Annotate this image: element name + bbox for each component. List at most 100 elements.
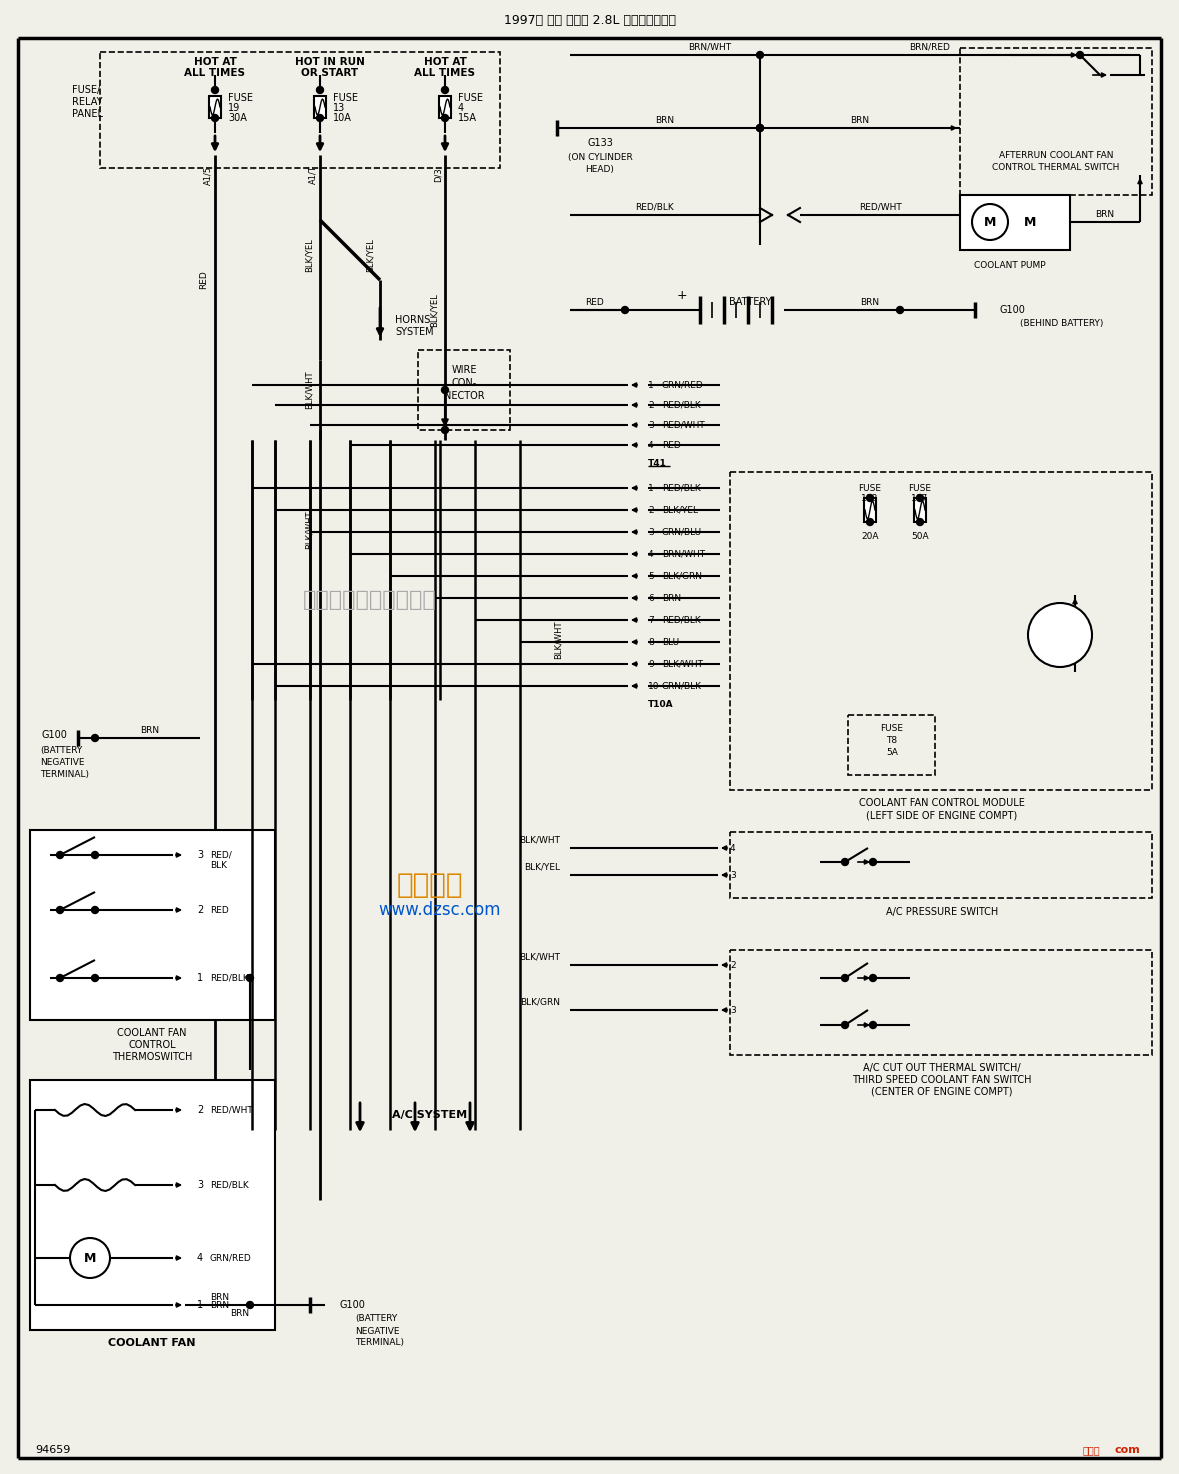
Text: AFTERRUN COOLANT FAN: AFTERRUN COOLANT FAN: [999, 150, 1113, 159]
Circle shape: [867, 494, 874, 501]
Text: A/C SYSTEM: A/C SYSTEM: [393, 1110, 468, 1120]
Bar: [848, 715, 935, 775]
Text: NECTOR: NECTOR: [443, 391, 485, 401]
Circle shape: [92, 852, 99, 858]
Text: FUSE: FUSE: [332, 93, 358, 103]
Text: (CENTER OF ENGINE COMPT): (CENTER OF ENGINE COMPT): [871, 1086, 1013, 1097]
Text: BRN: BRN: [861, 298, 880, 307]
Text: BLK/WHT: BLK/WHT: [553, 621, 562, 659]
Text: 1: 1: [197, 1300, 203, 1310]
Text: 2: 2: [730, 961, 736, 970]
Circle shape: [842, 858, 849, 865]
Text: COOLANT FAN CONTROL MODULE: COOLANT FAN CONTROL MODULE: [859, 797, 1025, 808]
Text: 维库一卡: 维库一卡: [397, 871, 463, 899]
Text: HORNS: HORNS: [395, 315, 430, 324]
Text: 3: 3: [648, 528, 653, 537]
Circle shape: [57, 974, 64, 982]
Text: COOLANT FAN: COOLANT FAN: [117, 1027, 186, 1038]
Text: RED/WHT: RED/WHT: [661, 420, 705, 429]
Text: 108: 108: [862, 494, 878, 503]
Text: 5: 5: [648, 572, 653, 581]
Text: D/3: D/3: [434, 168, 442, 183]
Text: 10: 10: [648, 681, 659, 690]
Text: 107: 107: [911, 494, 929, 503]
Text: G133: G133: [587, 139, 613, 147]
Text: 1: 1: [648, 380, 653, 389]
Text: 4: 4: [730, 843, 736, 852]
Text: 15A: 15A: [457, 113, 477, 122]
Text: 30A: 30A: [228, 113, 246, 122]
Text: RED/BLK: RED/BLK: [210, 1181, 249, 1190]
Text: 3: 3: [730, 871, 736, 880]
Text: FUSE: FUSE: [909, 483, 931, 492]
Circle shape: [441, 386, 448, 394]
Text: RED: RED: [210, 905, 229, 914]
Text: 杭州将睿科技有限公司: 杭州将睿科技有限公司: [303, 590, 437, 610]
Text: 5A: 5A: [887, 747, 898, 756]
Bar: [209, 96, 220, 118]
Circle shape: [842, 974, 849, 982]
Circle shape: [896, 307, 903, 314]
Text: T41: T41: [648, 458, 667, 467]
Text: ALL TIMES: ALL TIMES: [184, 68, 245, 78]
Circle shape: [867, 519, 874, 526]
Circle shape: [246, 974, 253, 982]
Text: BLK/YEL: BLK/YEL: [523, 862, 560, 871]
Circle shape: [441, 426, 448, 433]
Text: RED/WHT: RED/WHT: [858, 202, 902, 211]
Text: www.dzsc.com: www.dzsc.com: [378, 901, 501, 918]
Circle shape: [211, 115, 218, 121]
Circle shape: [757, 124, 764, 131]
Text: BLK/YEL: BLK/YEL: [304, 239, 314, 271]
Circle shape: [92, 907, 99, 914]
Text: BRN/WHT: BRN/WHT: [689, 43, 731, 52]
Circle shape: [441, 115, 448, 121]
Circle shape: [316, 87, 323, 93]
Text: BRN/RED: BRN/RED: [909, 43, 950, 52]
Text: BLK: BLK: [210, 861, 228, 870]
Text: 1997年 大众 帕萨特 2.8L 冷却风扇电路图: 1997年 大众 帕萨特 2.8L 冷却风扇电路图: [503, 13, 676, 27]
Text: GRN/BLK: GRN/BLK: [661, 681, 702, 690]
Text: BLK/WHT: BLK/WHT: [519, 836, 560, 845]
Text: M: M: [983, 215, 996, 228]
Bar: [29, 1080, 275, 1330]
Text: BRN: BRN: [661, 594, 681, 603]
Text: OR START: OR START: [302, 68, 358, 78]
Text: BRN: BRN: [210, 1293, 230, 1302]
Bar: [439, 96, 452, 118]
Bar: [100, 52, 500, 168]
Bar: [314, 96, 327, 118]
Text: RED/: RED/: [210, 850, 232, 859]
Text: BRN: BRN: [230, 1309, 250, 1318]
Circle shape: [971, 203, 1008, 240]
Circle shape: [92, 734, 99, 741]
Text: 2: 2: [648, 401, 653, 410]
Text: FUSE: FUSE: [881, 724, 903, 733]
Bar: [960, 195, 1071, 251]
Text: RED: RED: [661, 441, 680, 450]
Text: CON-: CON-: [452, 377, 476, 388]
Text: 4: 4: [648, 550, 653, 559]
Text: BLK/WHT: BLK/WHT: [304, 511, 314, 550]
Text: BRN: BRN: [656, 115, 674, 124]
Text: RED/WHT: RED/WHT: [210, 1106, 252, 1114]
Text: A/C PRESSURE SWITCH: A/C PRESSURE SWITCH: [885, 907, 999, 917]
Text: 4: 4: [457, 103, 465, 113]
Bar: [29, 830, 275, 1020]
Bar: [864, 498, 876, 522]
Text: G100: G100: [42, 730, 68, 740]
Text: RED/BLK: RED/BLK: [661, 401, 700, 410]
Circle shape: [869, 858, 876, 865]
Text: RED/BLK: RED/BLK: [661, 483, 700, 492]
Text: com: com: [1114, 1445, 1140, 1455]
Text: BLK/WHT: BLK/WHT: [661, 659, 703, 669]
Text: RELAY: RELAY: [72, 97, 103, 108]
Text: 50A: 50A: [911, 532, 929, 541]
Circle shape: [869, 1021, 876, 1029]
Text: BLK/WHT: BLK/WHT: [304, 371, 314, 410]
Bar: [419, 349, 511, 430]
Text: 13: 13: [332, 103, 345, 113]
Text: G100: G100: [340, 1300, 365, 1310]
Text: HEAD): HEAD): [586, 165, 614, 174]
Text: FUSE: FUSE: [858, 483, 882, 492]
